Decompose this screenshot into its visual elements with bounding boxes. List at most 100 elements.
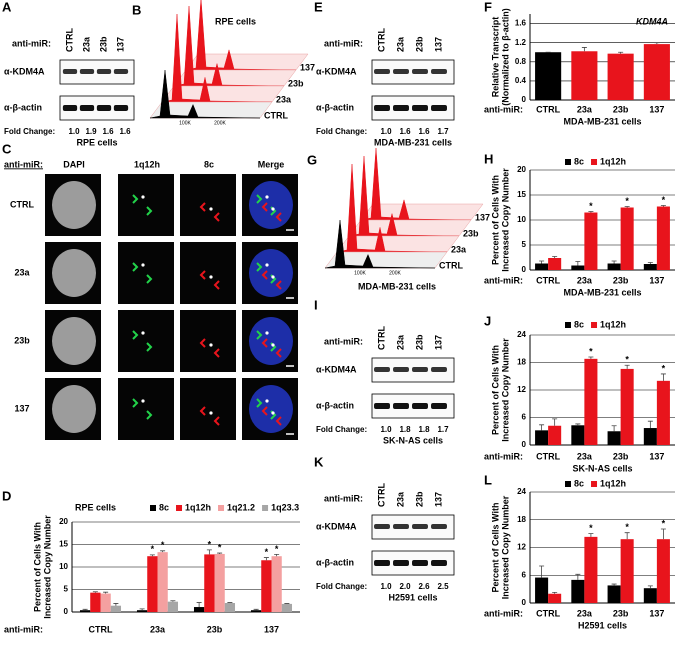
probe-signal (275, 416, 282, 426)
probe-signal (213, 348, 220, 358)
probe-signal (146, 410, 153, 420)
cell-line: MDA-MB-231 cells (563, 287, 641, 297)
blot-band (431, 105, 447, 111)
legend-swatch (176, 505, 183, 511)
error-bar (82, 608, 88, 611)
anti-mir-label: anti-miR: (324, 38, 363, 48)
lane-label: 23b (414, 491, 424, 507)
panel-label: J (484, 313, 491, 328)
nucleus (52, 317, 96, 365)
bar (157, 552, 168, 612)
probe-signal (132, 398, 139, 408)
bar (584, 212, 598, 270)
panel-label: K (314, 454, 324, 469)
chart-title: KDM4A (636, 16, 668, 26)
legend-swatch (565, 159, 571, 165)
histogram-title: MDA-MB-231 cells (358, 281, 436, 291)
y-tick-label: 1.2 (515, 38, 527, 47)
x-tick-label: 23b (613, 104, 629, 114)
y-axis-label: Percent of Cells With (490, 345, 500, 435)
y-axis-label: Increased Copy Number (500, 495, 510, 599)
bar (281, 603, 293, 612)
lane-label: 23a (81, 36, 91, 52)
x-axis-label: anti-miR: (4, 624, 43, 634)
error-bar (624, 364, 630, 369)
probe-signal (261, 270, 268, 280)
legend-swatch (150, 505, 156, 511)
fold-change-label: Fold Change: (316, 127, 367, 136)
lane-label: 23b (414, 334, 424, 350)
bar (643, 428, 657, 445)
bar (656, 539, 670, 603)
lane-label: 137 (433, 37, 443, 52)
error-bar (581, 47, 587, 52)
panel-label: C (2, 141, 12, 156)
error-bar (552, 256, 558, 258)
histogram-layer (360, 147, 472, 221)
y-tick-label: 12 (517, 385, 526, 394)
error-bar (647, 262, 653, 264)
probe-signal (275, 212, 282, 222)
y-tick-label: 0 (522, 265, 527, 274)
row-label: 23b (14, 335, 30, 345)
layer-label: 23b (288, 78, 304, 88)
fold-change: 1.6 (418, 127, 430, 136)
fold-change: 1.0 (380, 425, 392, 434)
cell-line: SK-N-AS cells (572, 463, 632, 473)
y-tick-label: 24 (517, 330, 526, 339)
x-tick-label: CTRL (536, 451, 560, 461)
probe-signal (146, 206, 153, 216)
x-tick-label: 23a (577, 104, 593, 114)
fold-change-label: Fold Change: (4, 127, 55, 136)
lane-label: 23b (98, 36, 108, 52)
blot-band (374, 105, 390, 111)
x-tick-label: 23a (577, 275, 593, 285)
x-tick-label: 23b (613, 451, 629, 461)
error-bar (92, 591, 98, 593)
bar (167, 601, 179, 612)
legend-label: 1q12h (185, 502, 211, 512)
error-bar (552, 418, 558, 426)
anti-mir-label: anti-miR: (4, 159, 43, 169)
legend-label: 8c (574, 156, 584, 166)
significance-marker: * (161, 540, 165, 550)
histogram-layer (173, 5, 285, 87)
error-bar (654, 42, 660, 45)
bar (584, 358, 598, 445)
y-axis-label: Increased Copy Number (500, 168, 510, 272)
layer-label: 23a (276, 94, 292, 104)
legend-label: 1q12h (600, 319, 626, 329)
bar (643, 264, 657, 270)
significance-marker: * (589, 523, 593, 533)
y-axis-label: Relative Transcript (490, 17, 500, 98)
blot-band (62, 69, 78, 74)
row-label: α-β-actin (316, 102, 354, 112)
row-label: 137 (14, 403, 29, 413)
bar (656, 380, 670, 445)
legend-label: 8c (574, 319, 584, 329)
legend-swatch (565, 481, 571, 487)
probe-signal (213, 212, 220, 222)
probe-dot (141, 331, 145, 335)
probe-signal (256, 194, 263, 204)
y-tick-label: 0 (522, 440, 527, 449)
significance-marker: * (589, 346, 593, 356)
histogram-title: RPE cells (215, 16, 256, 26)
histogram-layer (185, 0, 297, 71)
error-bar (611, 425, 617, 432)
histogram-layer (324, 219, 436, 269)
panel-label: G (307, 152, 317, 167)
fold-change: 1.6 (119, 127, 131, 136)
column-label: 8c (204, 159, 214, 169)
error-bar (539, 565, 545, 578)
blot-band (374, 69, 390, 74)
bar (584, 536, 598, 603)
panel-label: B (132, 2, 141, 17)
lane-label: CTRL (376, 326, 386, 350)
x-tick-label: 23b (207, 624, 223, 634)
micrograph (118, 174, 174, 236)
bar (607, 263, 621, 270)
panel-label: F (484, 0, 492, 14)
bar (571, 425, 585, 445)
